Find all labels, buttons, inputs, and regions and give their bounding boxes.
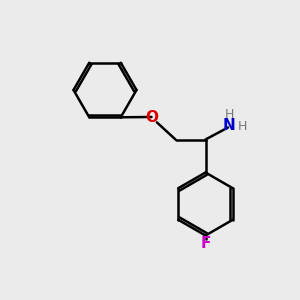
Text: O: O [145, 110, 158, 124]
Text: F: F [200, 236, 211, 250]
Text: N: N [223, 118, 236, 134]
Text: H: H [238, 119, 247, 133]
Text: H: H [225, 108, 234, 121]
